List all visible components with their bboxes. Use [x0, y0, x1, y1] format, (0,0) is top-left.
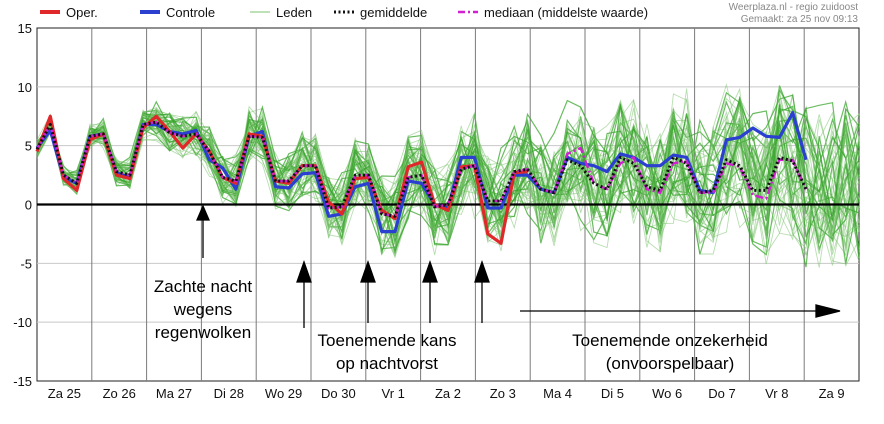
annotation-night-frost-line-2: op nachtvorst — [336, 354, 438, 373]
arrowhead-frost-4 — [474, 260, 490, 283]
credit-timestamp: Gemaakt: za 25 nov 09:13 — [741, 14, 859, 25]
x-tick-label: Di 28 — [214, 386, 244, 401]
legend-label-mediaan: mediaan (middelste waarde) — [484, 5, 648, 20]
annotation-mild-night-line-2: wegens — [173, 300, 233, 319]
x-tick-label: Za 9 — [819, 386, 845, 401]
y-tick-label: 0 — [25, 198, 32, 213]
annotation-night-frost: Toenemende kans op nachtvorst — [318, 331, 457, 373]
ensemble-member-line — [36, 108, 860, 238]
legend-label-controle: Controle — [166, 5, 215, 20]
legend-item-gemiddelde: gemiddelde — [334, 5, 427, 20]
x-tick-label: Ma 4 — [543, 386, 572, 401]
legend-label-leden: Leden — [276, 5, 312, 20]
annotation-uncertainty: Toenemende onzekerheid (onvoorspelbaar) — [572, 331, 768, 373]
x-tick-label: Di 5 — [601, 386, 624, 401]
y-tick-label: 10 — [18, 80, 32, 95]
x-tick-label: Do 30 — [321, 386, 356, 401]
x-axis-ticks: Za 25 Zo 26 Ma 27 Di 28 Wo 29 Do 30 Vr 1 Za 2 Zo… — [48, 386, 845, 401]
x-tick-label: Ma 27 — [156, 386, 192, 401]
series-line-gemiddelde — [35, 120, 808, 218]
x-tick-label: Zo 26 — [103, 386, 136, 401]
annotation-uncertainty-line-2: (onvoorspelbaar) — [606, 354, 735, 373]
y-axis-ticks: 15 10 5 0 -5 -10 -15 — [13, 21, 32, 389]
legend-label-oper: Oper. — [66, 5, 98, 20]
legend-item-controle: Controle — [140, 5, 215, 20]
x-tick-label: Zo 3 — [490, 386, 516, 401]
x-tick-label: Wo 29 — [265, 386, 302, 401]
x-tick-label: Za 25 — [48, 386, 81, 401]
y-tick-label: -5 — [20, 256, 32, 271]
arrowhead-frost-1 — [296, 260, 312, 283]
y-tick-label: 5 — [25, 139, 32, 154]
legend-item-mediaan: mediaan (middelste waarde) — [458, 5, 648, 20]
y-tick-label: -15 — [13, 374, 32, 389]
series-lines — [35, 111, 808, 245]
x-tick-label: Do 7 — [708, 386, 735, 401]
ensemble-member-line — [36, 111, 860, 256]
annotation-arrows — [196, 204, 841, 328]
legend: Oper. Controle Leden gemiddelde mediaan … — [40, 5, 648, 20]
x-tick-label: Vr 8 — [765, 386, 788, 401]
annotation-night-frost-line-1: Toenemende kans — [318, 331, 457, 350]
annotation-uncertainty-line-1: Toenemende onzekerheid — [572, 331, 768, 350]
x-tick-label: Vr 1 — [382, 386, 405, 401]
y-tick-label: 15 — [18, 21, 32, 36]
annotation-mild-night-line-3: regenwolken — [155, 323, 251, 342]
y-tick-label: -10 — [13, 315, 32, 330]
arrowhead-uncertainty — [815, 304, 841, 318]
arrowhead-frost-3 — [422, 260, 438, 283]
x-tick-label: Wo 6 — [652, 386, 682, 401]
legend-item-leden: Leden — [250, 5, 312, 20]
annotation-mild-night-line-1: Zachte nacht — [154, 277, 253, 296]
credit-source: Weerplaza.nl - regio zuidoost — [729, 2, 859, 13]
arrowhead-frost-2 — [360, 260, 376, 283]
x-tick-label: Za 2 — [435, 386, 461, 401]
legend-item-oper: Oper. — [40, 5, 98, 20]
arrowhead-mild-night — [196, 204, 210, 221]
legend-label-gemiddelde: gemiddelde — [360, 5, 427, 20]
ensemble-member-line — [36, 113, 860, 242]
annotation-mild-night: Zachte nacht wegens regenwolken — [154, 277, 253, 342]
